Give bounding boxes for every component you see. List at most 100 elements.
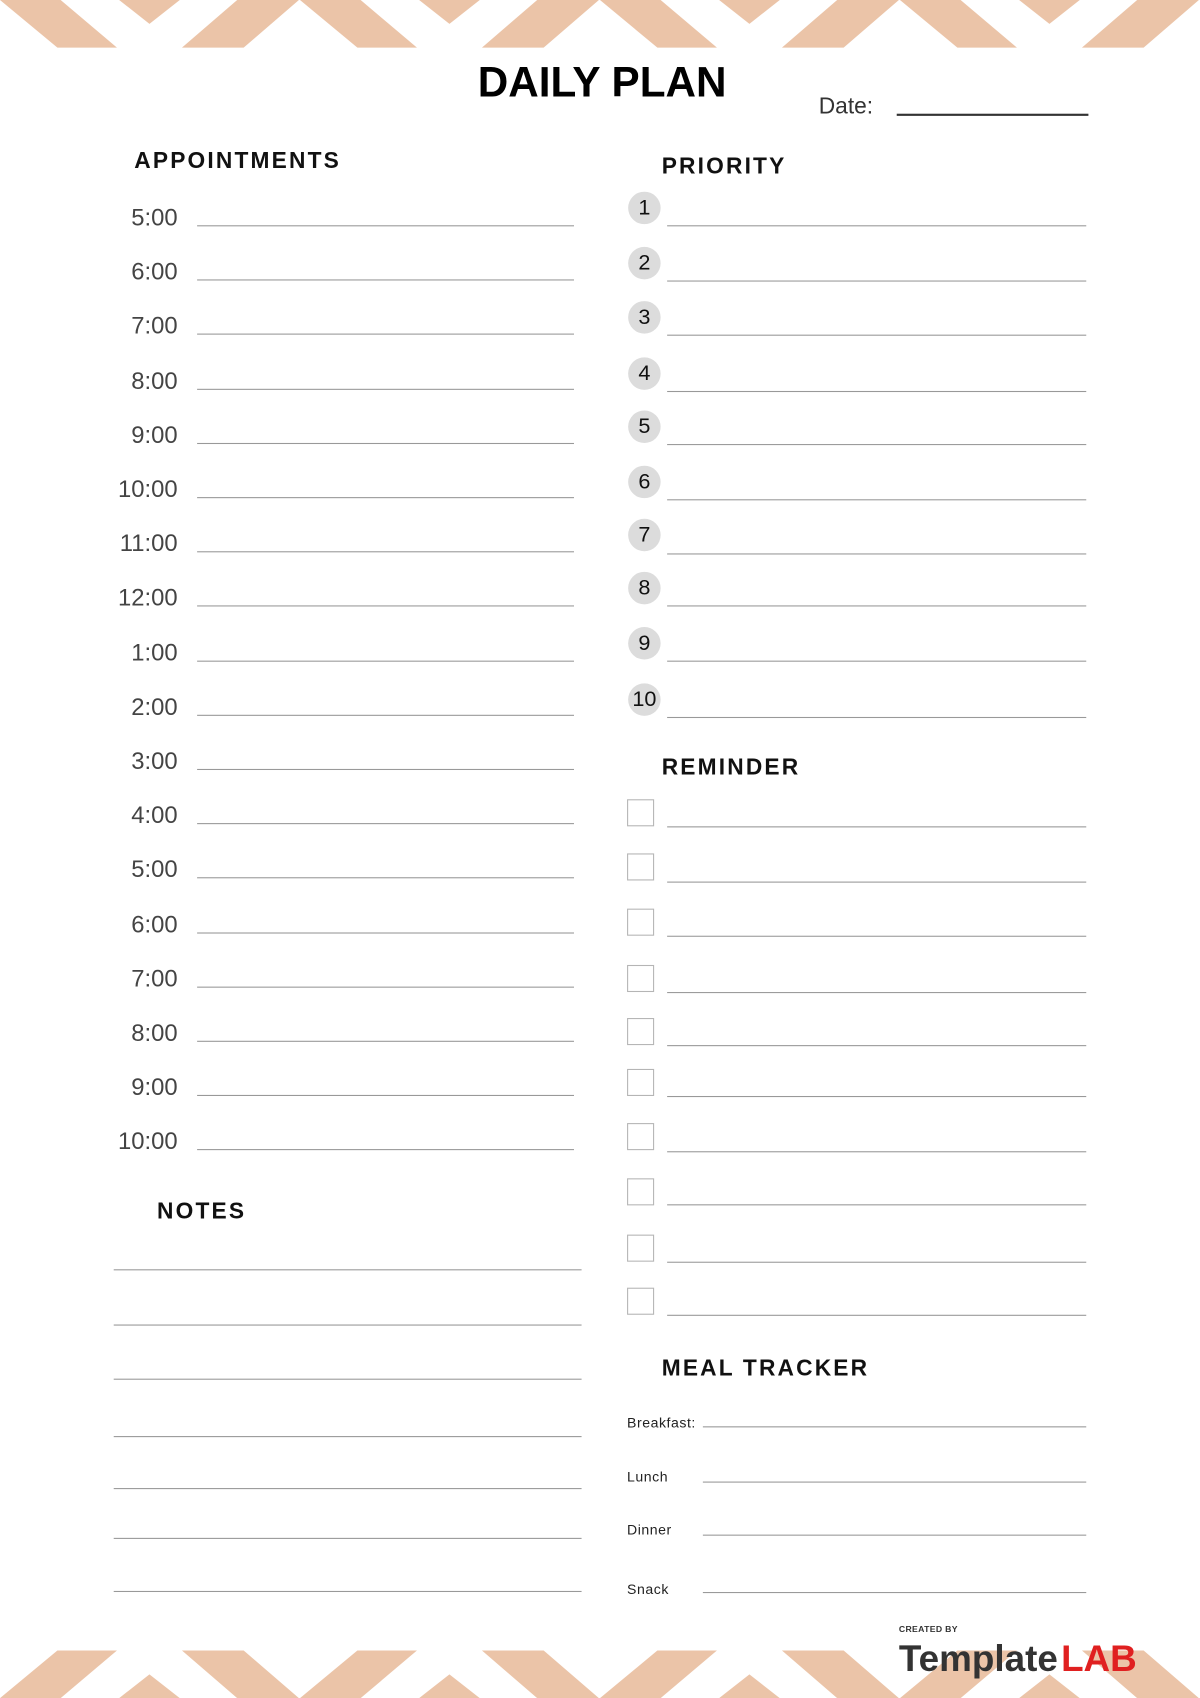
date-label: Date:	[818, 94, 874, 120]
reminder-line[interactable]	[667, 1261, 1087, 1263]
page-title: DAILY PLAN	[477, 59, 727, 107]
appointment-line[interactable]	[197, 388, 574, 390]
appointment-time: 6:00	[131, 257, 178, 286]
meal-label: Dinner	[627, 1521, 672, 1538]
notes-line[interactable]	[113, 1324, 582, 1326]
priority-number-badge: 9	[628, 627, 661, 660]
chevron-stripe	[781, 0, 899, 48]
priority-line[interactable]	[667, 390, 1087, 393]
appointment-time: 10:00	[117, 475, 178, 503]
appointment-time: 5:00	[131, 855, 178, 884]
appointment-time: 7:00	[131, 964, 178, 992]
reminder-checkbox[interactable]	[627, 1123, 655, 1151]
reminder-checkbox[interactable]	[627, 1287, 655, 1315]
chevron-triangle	[719, 0, 780, 24]
appointment-line[interactable]	[197, 660, 574, 662]
notes-line[interactable]	[113, 1436, 582, 1438]
appointment-line[interactable]	[197, 823, 574, 825]
notes-line[interactable]	[113, 1378, 582, 1380]
appointment-line[interactable]	[197, 225, 574, 227]
reminder-line[interactable]	[667, 1045, 1087, 1047]
priority-line[interactable]	[667, 280, 1087, 282]
appointment-line[interactable]	[197, 1149, 574, 1151]
appointment-time: 12:00	[117, 584, 178, 612]
appointment-line[interactable]	[197, 1095, 574, 1097]
appointment-time: 6:00	[131, 910, 178, 938]
reminder-line[interactable]	[667, 1095, 1087, 1098]
priority-number-badge: 8	[628, 571, 661, 605]
reminder-checkbox[interactable]	[627, 964, 655, 993]
chevron-stripe	[600, 1650, 717, 1698]
appointment-time: 3:00	[131, 747, 178, 775]
priority-line[interactable]	[667, 716, 1087, 719]
chevron-triangle	[1019, 0, 1080, 24]
appointment-line[interactable]	[197, 877, 574, 879]
logo-brand-lab: LAB	[1061, 1638, 1137, 1680]
notes-heading: NOTES	[157, 1198, 247, 1224]
notes-line[interactable]	[113, 1488, 582, 1490]
chevron-stripe	[481, 1650, 599, 1698]
priority-line[interactable]	[667, 225, 1087, 227]
reminder-line[interactable]	[667, 1314, 1087, 1316]
reminder-checkbox[interactable]	[627, 1178, 655, 1206]
date-field[interactable]	[896, 113, 1089, 116]
chevron-stripe	[300, 1650, 417, 1698]
reminder-line[interactable]	[667, 935, 1087, 937]
priority-line[interactable]	[667, 334, 1087, 336]
reminder-checkbox[interactable]	[627, 1234, 655, 1262]
reminder-line[interactable]	[667, 992, 1087, 994]
appointment-line[interactable]	[197, 333, 574, 336]
appointments-heading: APPOINTMENTS	[134, 148, 341, 174]
chevron-stripe	[299, 0, 417, 48]
meal-line[interactable]	[702, 1481, 1087, 1483]
appointment-line[interactable]	[197, 1040, 574, 1042]
appointment-line[interactable]	[197, 279, 574, 281]
meal-line[interactable]	[702, 1426, 1087, 1428]
reminder-checkbox[interactable]	[627, 1018, 655, 1046]
appointment-time: 9:00	[131, 1073, 178, 1101]
appointment-time: 7:00	[131, 312, 178, 340]
meal-label: Snack	[627, 1581, 669, 1598]
appointment-line[interactable]	[197, 442, 574, 444]
appointment-time: 5:00	[131, 203, 178, 231]
priority-line[interactable]	[667, 605, 1087, 607]
reminder-line[interactable]	[667, 881, 1087, 883]
reminder-checkbox[interactable]	[627, 853, 655, 881]
priority-number-badge: 1	[628, 191, 661, 225]
appointment-line[interactable]	[197, 932, 574, 934]
appointment-line[interactable]	[197, 714, 574, 716]
reminder-checkbox[interactable]	[627, 908, 655, 936]
notes-line[interactable]	[113, 1590, 582, 1593]
priority-number-badge: 2	[628, 246, 661, 280]
chevron-triangle	[419, 1674, 480, 1698]
priority-line[interactable]	[667, 660, 1087, 662]
reminder-checkbox[interactable]	[627, 799, 655, 827]
reminder-checkbox[interactable]	[627, 1068, 655, 1096]
meal-line[interactable]	[702, 1534, 1087, 1536]
priority-number-badge: 3	[628, 301, 661, 334]
chevron-stripe	[181, 1650, 299, 1698]
appointment-line[interactable]	[197, 768, 574, 771]
appointment-line[interactable]	[197, 551, 574, 553]
priority-line[interactable]	[667, 553, 1087, 555]
meal-line[interactable]	[702, 1592, 1087, 1594]
appointment-line[interactable]	[197, 497, 574, 499]
reminder-line[interactable]	[667, 1204, 1087, 1206]
notes-line[interactable]	[113, 1537, 582, 1539]
appointment-time: 8:00	[131, 1019, 178, 1047]
chevron-stripe	[1081, 0, 1199, 48]
notes-line[interactable]	[113, 1269, 582, 1271]
chevron-stripe	[481, 0, 599, 48]
appointment-line[interactable]	[197, 605, 574, 607]
chevron-triangle	[119, 1674, 180, 1698]
appointment-time: 8:00	[131, 366, 178, 394]
chevron-stripe	[0, 1650, 117, 1698]
priority-line[interactable]	[667, 444, 1087, 446]
appointment-time: 4:00	[131, 801, 178, 829]
reminder-line[interactable]	[667, 826, 1087, 828]
reminder-line[interactable]	[667, 1151, 1087, 1153]
priority-line[interactable]	[667, 499, 1087, 501]
appointment-line[interactable]	[197, 986, 574, 988]
appointment-time: 11:00	[119, 529, 178, 557]
